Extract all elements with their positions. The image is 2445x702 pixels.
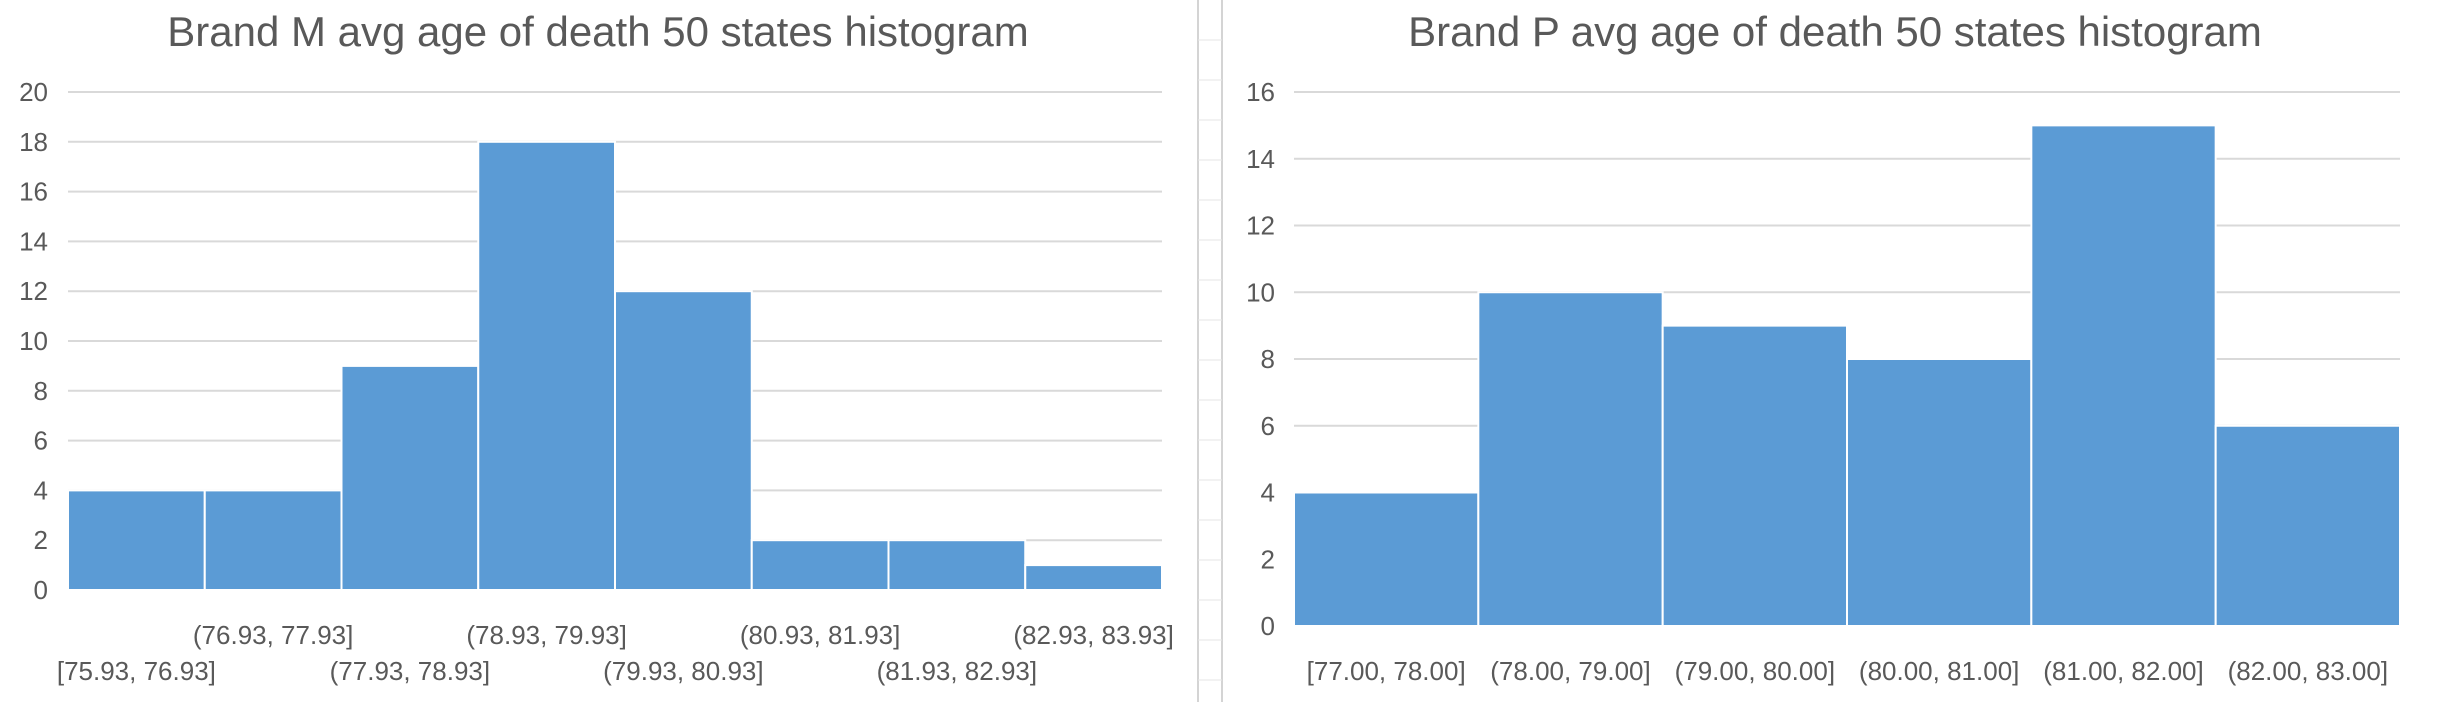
x-tick-label: (78.00, 79.00] [1490, 656, 1650, 686]
histogram-bar[interactable] [67, 489, 206, 591]
brand-p-histogram-chart[interactable]: Brand P avg age of death 50 states histo… [1225, 0, 2445, 702]
x-tick-label: (80.00, 81.00] [1859, 656, 2019, 686]
histogram-bar[interactable] [477, 140, 616, 592]
histogram-bar[interactable] [614, 290, 753, 591]
histogram-bar[interactable] [750, 539, 890, 592]
y-tick-label: 0 [1261, 611, 1275, 641]
y-tick-label: 8 [1261, 344, 1275, 374]
chart-title: Brand P avg age of death 50 states histo… [1408, 8, 2262, 55]
histogram-bar[interactable] [1477, 291, 1664, 627]
x-tick-label: [75.93, 76.93] [57, 656, 216, 686]
histogram-bar[interactable] [887, 539, 1027, 592]
x-tick-label: (80.93, 81.93] [740, 620, 900, 650]
x-tick-label: (79.00, 80.00] [1675, 656, 1835, 686]
x-tick-label: (82.00, 83.00] [2228, 656, 2388, 686]
x-tick-label: (76.93, 77.93] [193, 620, 353, 650]
histogram-bar[interactable] [2030, 124, 2217, 627]
y-tick-label: 10 [19, 326, 48, 356]
histogram-bar[interactable] [1661, 324, 1848, 627]
y-tick-label: 16 [1246, 77, 1275, 107]
x-tick-label: (81.93, 82.93] [877, 656, 1037, 686]
histogram-bar[interactable] [2214, 424, 2402, 627]
y-tick-label: 0 [34, 575, 48, 605]
histogram-bar[interactable] [340, 364, 480, 591]
brand-m-histogram-chart[interactable]: Brand M avg age of death 50 states histo… [0, 0, 1196, 702]
brand-m-plot-area: 0 2 4 6 8 10 12 14 16 18 20 [75.93, 76.93] (76.93, 7… [19, 77, 1174, 686]
histogram-bar[interactable] [203, 489, 343, 591]
histogram-bar[interactable] [1024, 564, 1163, 591]
y-tick-label: 16 [19, 177, 48, 207]
y-tick-label: 6 [1261, 411, 1275, 441]
brand-p-plot-area: 0 2 4 6 8 10 12 14 16 [77.00, 78.00] (78.00, 79.00… [1246, 77, 2402, 686]
y-tick-label: 20 [19, 77, 48, 107]
x-tick-label: [77.00, 78.00] [1307, 656, 1466, 686]
x-tick-label: (82.93, 83.93] [1013, 620, 1173, 650]
y-tick-label: 10 [1246, 277, 1275, 307]
y-tick-label: 2 [1261, 544, 1275, 574]
y-tick-label: 4 [1261, 478, 1275, 508]
y-tick-label: 2 [34, 525, 48, 555]
y-tick-label: 6 [34, 426, 48, 456]
y-tick-label: 14 [1246, 144, 1275, 174]
y-tick-label: 18 [19, 127, 48, 157]
y-tick-label: 8 [34, 376, 48, 406]
x-tick-label: (78.93, 79.93] [466, 620, 626, 650]
x-tick-label: (77.93, 78.93] [330, 656, 490, 686]
histogram-bar[interactable] [1846, 358, 2033, 627]
chart-title: Brand M avg age of death 50 states histo… [167, 8, 1029, 55]
y-tick-label: 4 [34, 475, 48, 505]
x-tick-label: (81.00, 82.00] [2043, 656, 2203, 686]
y-tick-label: 14 [19, 226, 48, 256]
y-tick-label: 12 [1246, 211, 1275, 241]
x-tick-label: (79.93, 80.93] [603, 656, 763, 686]
histogram-bar[interactable] [1293, 491, 1480, 627]
y-tick-label: 12 [19, 276, 48, 306]
